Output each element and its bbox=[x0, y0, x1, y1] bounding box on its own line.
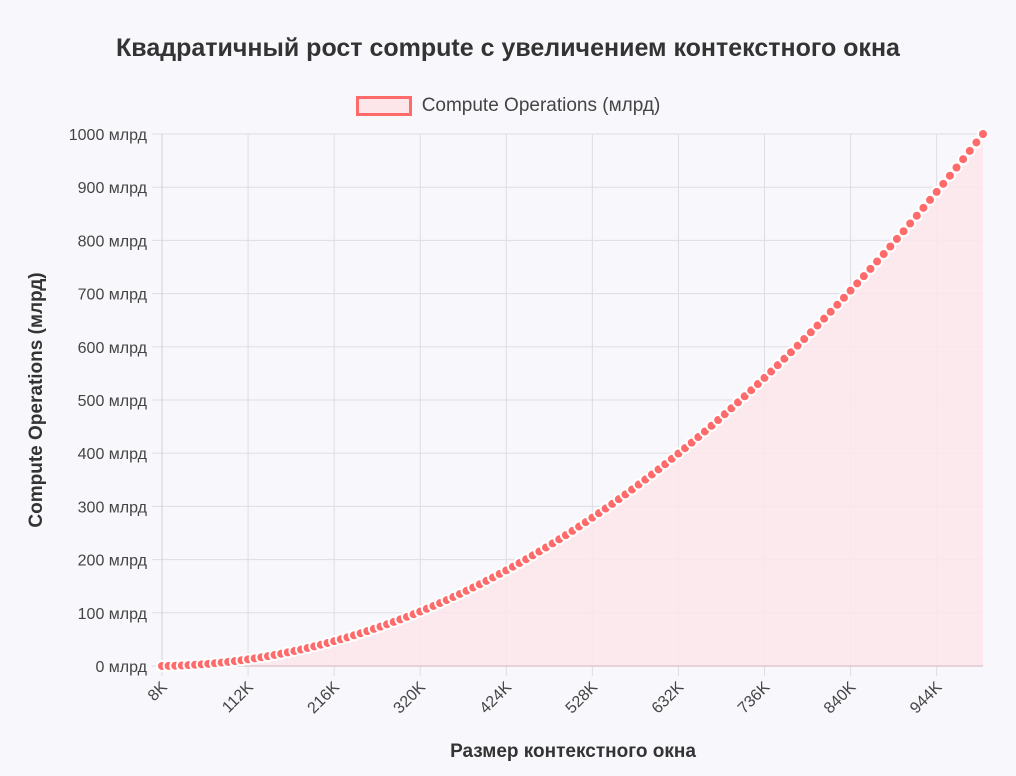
data-point[interactable] bbox=[924, 193, 937, 206]
x-tick-label: 944K bbox=[907, 679, 946, 718]
y-tick-label: 200 млрд bbox=[78, 553, 148, 570]
y-tick-label: 0 млрд bbox=[95, 659, 147, 676]
data-point[interactable] bbox=[864, 262, 877, 275]
y-tick-label: 1000 млрд bbox=[69, 127, 148, 144]
y-tick-label: 900 млрд bbox=[78, 180, 148, 197]
data-point[interactable] bbox=[884, 240, 897, 253]
x-tick-label: 840K bbox=[821, 679, 860, 718]
x-tick-label: 632K bbox=[649, 679, 688, 718]
data-point[interactable] bbox=[943, 169, 956, 182]
data-point[interactable] bbox=[844, 284, 857, 297]
data-point[interactable] bbox=[877, 248, 890, 261]
x-tick-label: 736K bbox=[735, 679, 774, 718]
data-point[interactable] bbox=[831, 298, 844, 311]
y-axis-title: Compute Operations (млрд) bbox=[26, 272, 47, 527]
data-point[interactable] bbox=[910, 209, 923, 222]
y-tick-label: 800 млрд bbox=[78, 233, 148, 250]
legend-swatch[interactable] bbox=[355, 96, 412, 116]
data-point[interactable] bbox=[957, 153, 970, 166]
data-point[interactable] bbox=[963, 144, 976, 157]
x-axis-title: Размер контекстного окна bbox=[450, 741, 696, 762]
x-tick-label: 112K bbox=[219, 679, 257, 717]
data-point[interactable] bbox=[937, 177, 950, 190]
x-tick-label: 8K bbox=[145, 679, 171, 705]
legend-label: Compute Operations (млрд) bbox=[421, 95, 661, 116]
data-point[interactable] bbox=[818, 312, 831, 325]
y-axis-ticks: 0 млрд 100 млрд 200 млрд 300 млрд 400 млрд 50… bbox=[69, 127, 148, 676]
data-point[interactable] bbox=[837, 291, 850, 304]
x-tick-label: 528K bbox=[563, 679, 602, 718]
data-point[interactable] bbox=[851, 277, 864, 290]
data-point[interactable] bbox=[930, 185, 943, 198]
data-point[interactable] bbox=[824, 305, 837, 318]
data-point[interactable] bbox=[917, 201, 930, 214]
y-tick-label: 400 млрд bbox=[78, 446, 148, 463]
data-points bbox=[156, 128, 989, 672]
x-axis-ticks: 8K 112K 216K 320K 424K 528K 632K 736K 840K 944K bbox=[145, 679, 946, 718]
data-point[interactable] bbox=[970, 136, 983, 149]
y-tick-label: 100 млрд bbox=[78, 606, 148, 623]
data-point[interactable] bbox=[950, 161, 963, 174]
x-tick-label: 216K bbox=[305, 679, 344, 718]
data-point[interactable] bbox=[857, 270, 870, 283]
data-point[interactable] bbox=[890, 232, 903, 245]
x-tick-label: 424K bbox=[477, 679, 516, 718]
data-point[interactable] bbox=[904, 217, 917, 230]
y-tick-label: 700 млрд bbox=[78, 287, 148, 304]
chart-title: Квадратичный рост compute с увеличением … bbox=[116, 34, 900, 62]
x-tick-label: 320K bbox=[391, 679, 430, 718]
data-point[interactable] bbox=[977, 128, 989, 140]
legend[interactable]: Compute Operations (млрд) bbox=[0, 95, 1016, 117]
y-tick-label: 300 млрд bbox=[78, 499, 148, 516]
y-tick-label: 500 млрд bbox=[78, 393, 148, 410]
y-tick-label: 600 млрд bbox=[78, 340, 148, 357]
data-point[interactable] bbox=[897, 225, 910, 238]
data-point[interactable] bbox=[871, 255, 884, 268]
data-area-fill bbox=[162, 134, 983, 667]
